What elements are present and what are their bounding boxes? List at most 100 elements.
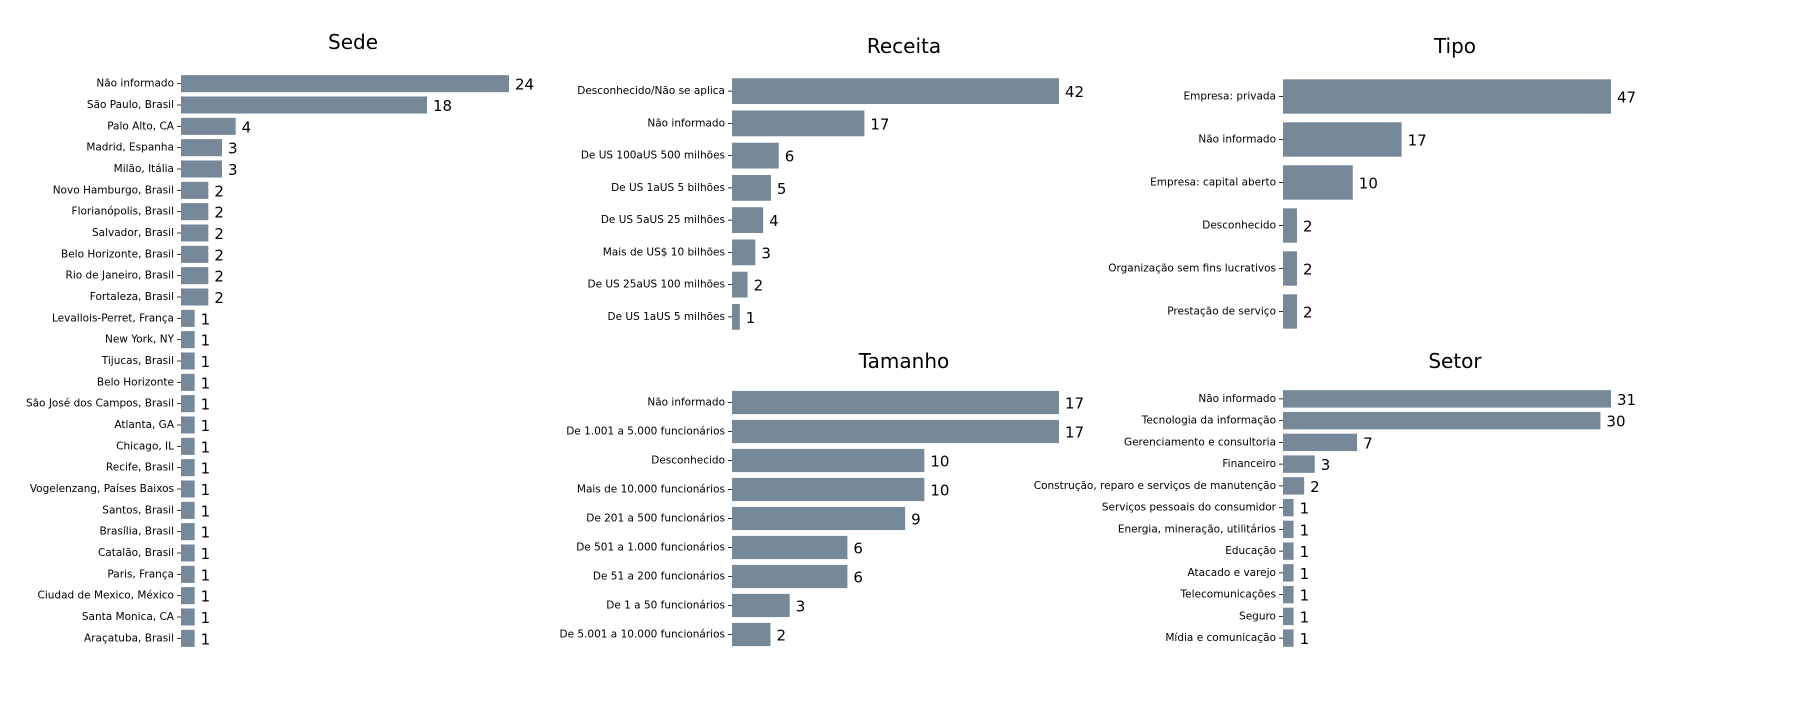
y-tick-label: Santos, Brasil: [102, 504, 174, 516]
y-tick-label: Gerenciamento e consultoria: [1124, 436, 1276, 448]
y-tick-label: Salvador, Brasil: [92, 227, 174, 239]
bar: [181, 331, 195, 349]
bar: [1283, 208, 1297, 243]
y-tick-label: Não informado: [96, 78, 174, 90]
data-label: 17: [870, 115, 889, 133]
y-tick-label: Energia, mineração, utilitários: [1118, 523, 1276, 535]
bar: [181, 117, 236, 135]
data-label: 1: [1300, 608, 1310, 626]
y-tick-label: Tecnologia da informação: [1141, 415, 1276, 427]
bar: [1283, 251, 1297, 286]
bar: [732, 390, 1059, 415]
bar: [732, 448, 925, 473]
data-label: 2: [214, 246, 224, 264]
y-tick-label: Construção, reparo e serviços de manuten…: [1034, 480, 1276, 492]
data-label: 6: [785, 148, 795, 166]
chart-title-receita: Receita: [867, 34, 941, 58]
y-tick-label: Atacado e varejo: [1187, 567, 1276, 579]
y-tick-label: Belo Horizonte: [97, 376, 174, 388]
y-tick-label: Mídia e comunicação: [1165, 632, 1276, 644]
data-label: 42: [1065, 83, 1084, 101]
data-label: 47: [1617, 89, 1636, 107]
bar: [1283, 390, 1611, 408]
bar: [732, 142, 779, 169]
bar: [1283, 294, 1297, 329]
y-tick-label: Vogelenzang, Países Baixos: [30, 483, 174, 495]
y-tick-label: De US 5aUS 25 milhões: [601, 214, 725, 226]
bar: [181, 565, 195, 583]
bar: [1283, 542, 1294, 560]
data-label: 3: [796, 598, 806, 616]
data-label: 1: [201, 630, 211, 648]
y-tick-label: Serviços pessoais do consumidor: [1102, 502, 1277, 514]
data-label: 1: [201, 545, 211, 563]
data-label: 24: [515, 76, 534, 94]
y-tick-label: Organização sem fins lucrativos: [1108, 263, 1276, 275]
data-label: 7: [1363, 434, 1373, 452]
y-tick-label: Catalão, Brasil: [98, 547, 174, 559]
y-tick-label: Empresa: privada: [1183, 91, 1276, 103]
data-label: 3: [1321, 456, 1331, 474]
data-label: 18: [433, 97, 452, 115]
bar: [181, 395, 195, 413]
bar: [732, 564, 848, 589]
data-label: 1: [1300, 543, 1310, 561]
y-tick-label: De US 100aUS 500 milhões: [581, 150, 725, 162]
y-tick-label: De 201 a 500 funcionários: [586, 513, 725, 525]
data-label: 1: [201, 609, 211, 627]
data-label: 1: [1300, 565, 1310, 583]
data-label: 2: [1303, 261, 1313, 279]
bar: [732, 506, 906, 531]
bar: [732, 303, 740, 330]
bar: [181, 480, 195, 498]
bar: [732, 535, 848, 560]
data-label: 4: [769, 212, 779, 230]
data-label: 2: [1303, 304, 1313, 322]
bar: [181, 608, 195, 626]
bar: [181, 437, 195, 455]
bar: [181, 267, 209, 285]
data-label: 10: [930, 453, 949, 471]
y-tick-label: Desconhecido: [651, 455, 725, 467]
data-label: 1: [201, 588, 211, 606]
y-tick-label: Brasília, Brasil: [99, 526, 174, 538]
data-label: 1: [201, 438, 211, 456]
bar: [181, 373, 195, 391]
data-label: 2: [776, 627, 786, 645]
bar: [732, 207, 764, 234]
data-label: 1: [201, 374, 211, 392]
data-label: 2: [214, 268, 224, 286]
bar: [181, 523, 195, 541]
data-label: 2: [1310, 478, 1320, 496]
data-label: 1: [201, 310, 211, 328]
data-label: 3: [761, 244, 771, 262]
data-label: 1: [201, 481, 211, 499]
y-tick-label: Não informado: [1198, 393, 1276, 405]
y-tick-label: Madrid, Espanha: [86, 142, 174, 154]
bar: [732, 419, 1059, 444]
data-label: 3: [228, 161, 238, 179]
bar: [181, 352, 195, 370]
y-tick-label: Recife, Brasil: [106, 462, 174, 474]
bar: [1283, 629, 1294, 647]
y-tick-label: Prestação de serviço: [1167, 306, 1276, 318]
y-tick-label: Ciudad de Mexico, México: [38, 590, 174, 602]
data-label: 1: [1300, 587, 1310, 605]
data-label: 1: [201, 332, 211, 350]
data-label: 6: [853, 540, 863, 558]
bar: [181, 416, 195, 434]
chart-title-sede: Sede: [328, 30, 378, 54]
bar: [1283, 607, 1294, 626]
y-tick-label: Palo Alto, CA: [107, 120, 175, 132]
y-tick-label: Belo Horizonte, Brasil: [61, 248, 174, 260]
data-label: 6: [853, 569, 863, 587]
y-tick-label: Tijucas, Brasil: [101, 355, 174, 367]
data-label: 9: [911, 511, 921, 529]
y-tick-label: São José dos Campos, Brasil: [26, 398, 174, 410]
data-label: 4: [242, 118, 252, 136]
data-label: 2: [214, 182, 224, 200]
data-label: 1: [1300, 521, 1310, 539]
data-label: 10: [1359, 175, 1378, 193]
chart-tamanho: Tamanho Não informado 17 De 1.001 a 5.000 …: [560, 349, 1084, 647]
bar: [1283, 433, 1358, 452]
